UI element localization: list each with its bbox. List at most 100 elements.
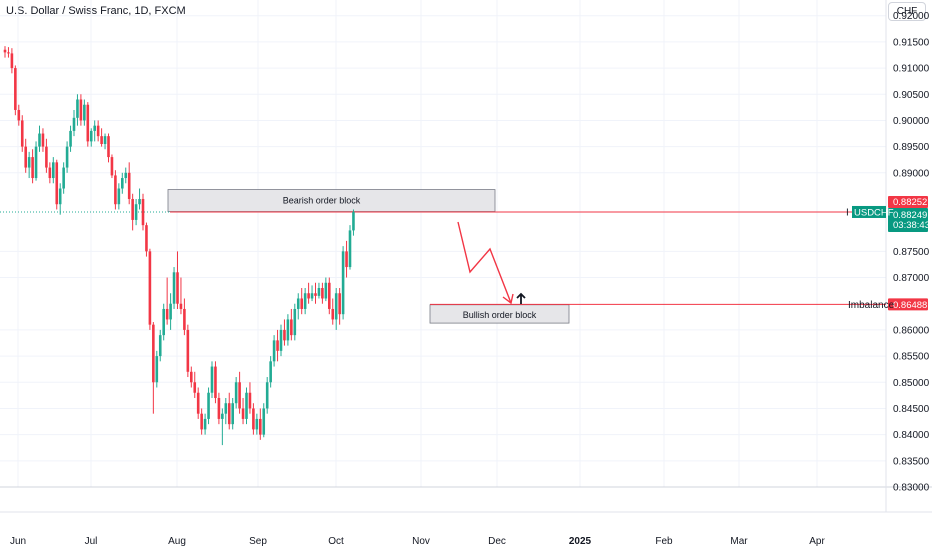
candle-body — [193, 382, 197, 393]
candle-body — [152, 324, 155, 383]
candle-body — [338, 293, 341, 315]
candle-body — [203, 418, 207, 430]
price-tick-label: 0.92000 — [893, 11, 930, 22]
time-tick-label: Oct — [328, 536, 344, 547]
candle-body — [210, 366, 214, 393]
time-tick-label: 2025 — [569, 536, 592, 547]
candle-body — [303, 293, 307, 309]
candle-body — [93, 125, 96, 131]
projection-line — [457, 221, 512, 304]
candle-body — [65, 146, 69, 168]
candle-body — [348, 230, 352, 268]
candle-body — [79, 99, 83, 121]
time-tick-label: Jun — [10, 536, 26, 547]
candle-body — [69, 130, 72, 147]
candle-body — [234, 382, 238, 404]
chart-title: U.S. Dollar / Swiss Franc, 1D, FXCM — [6, 5, 186, 17]
candle-body — [107, 136, 110, 158]
candle-body — [276, 340, 279, 351]
projection-arrowhead — [502, 293, 514, 305]
candle-body — [307, 293, 310, 299]
candle-body — [165, 308, 169, 320]
candle-body — [238, 382, 241, 409]
price-tick-label: 0.83000 — [893, 483, 930, 494]
candle-body — [55, 162, 59, 205]
price-tick-label: 0.90000 — [893, 116, 930, 127]
price-tick-label: 0.87000 — [893, 273, 930, 284]
price-axis: 0.92000 0.91500 0.91000 0.90500 0.90000 0.895… — [893, 11, 930, 493]
candle-body — [227, 403, 231, 425]
candle-body — [76, 99, 79, 118]
upper-level-price: 0.88252 — [893, 197, 927, 208]
candle-body — [148, 251, 152, 325]
order-blocks: Bearish order block Bullish order block — [167, 189, 570, 324]
time-tick-label: Feb — [655, 536, 673, 547]
candle-body — [269, 361, 272, 383]
candle-body — [62, 167, 65, 189]
candle-body — [248, 392, 252, 409]
candle-body — [134, 204, 138, 220]
candle-body — [89, 130, 93, 142]
ticker-prefix: I — [846, 207, 849, 218]
candle-body — [20, 120, 24, 147]
candle-body — [124, 172, 128, 179]
candle-body — [7, 52, 10, 54]
candle-body — [103, 136, 107, 145]
candle-body — [262, 408, 266, 435]
candle-body — [321, 288, 324, 299]
current-price: 0.88249 — [893, 210, 927, 221]
price-tick-label: 0.89500 — [893, 142, 930, 153]
candle-body — [259, 418, 262, 435]
candle-body — [207, 392, 210, 419]
candle-body — [58, 188, 62, 205]
candle-body — [34, 146, 38, 179]
ticker-tag — [852, 205, 886, 218]
time-tick-label: Mar — [730, 536, 748, 547]
candle-body — [114, 175, 117, 205]
candle-body — [296, 298, 300, 309]
candle-body — [221, 413, 224, 419]
price-tick-label: 0.90500 — [893, 90, 930, 101]
currency-selector[interactable]: CHF — [888, 2, 926, 21]
candle-body — [310, 293, 314, 299]
candle-body — [155, 356, 159, 383]
candle-body — [352, 212, 355, 231]
candle-body — [52, 162, 55, 179]
candle-body — [158, 335, 162, 357]
price-tick-label: 0.85000 — [893, 378, 930, 389]
candle-body — [186, 329, 190, 372]
candle-body — [117, 188, 121, 205]
price-tick-label: 0.84500 — [893, 404, 930, 415]
candle-body — [14, 68, 17, 110]
imbalance-price: 0.86488 — [893, 300, 927, 311]
candle-body — [10, 53, 14, 69]
candle-body — [324, 282, 328, 299]
candle-body — [162, 308, 165, 336]
ticker-label: USDCHF — [854, 207, 894, 218]
projection-path — [457, 221, 526, 305]
candle-body — [86, 104, 90, 142]
candle-body — [27, 157, 31, 168]
candle-body — [41, 133, 45, 147]
price-tick-label: 0.85500 — [893, 352, 930, 363]
candle-body — [293, 308, 297, 336]
candle-body — [138, 198, 141, 205]
candle-body — [96, 125, 100, 137]
countdown: 03:38:43 — [893, 220, 930, 231]
candle-body — [241, 408, 245, 419]
candle-body — [286, 319, 290, 341]
grid-lines — [0, 0, 932, 513]
candle-body — [141, 198, 145, 226]
candle-body — [345, 251, 348, 268]
current-price-tag — [888, 207, 928, 232]
time-axis: Jun Jul Aug Sep Oct Nov Dec 2025 Feb Mar Apr — [10, 536, 826, 547]
bullish-order-block-label: Bullish order block — [463, 310, 537, 320]
candle-body — [83, 104, 86, 121]
candle-body — [200, 413, 203, 430]
candle-body — [131, 198, 134, 220]
candle-body — [145, 225, 148, 252]
price-levels — [0, 211, 886, 305]
candle-body — [231, 403, 234, 425]
